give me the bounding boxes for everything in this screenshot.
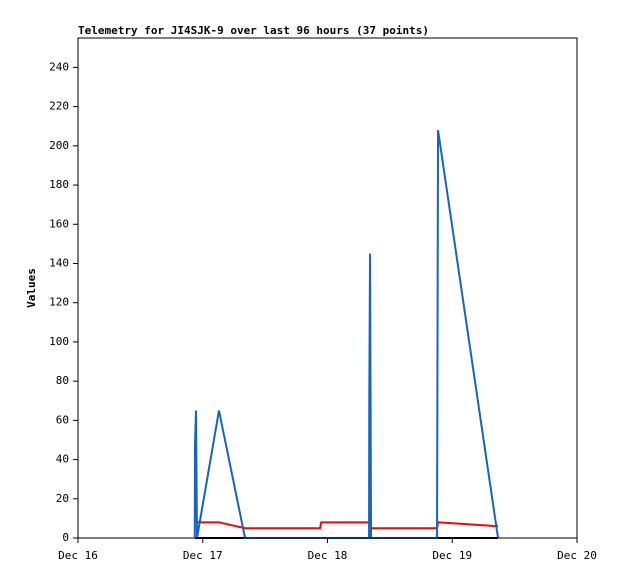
x-tick-label: Dec 19 (432, 549, 472, 562)
x-tick-label: Dec 20 (557, 549, 597, 562)
y-tick-label: 20 (56, 492, 69, 505)
x-tick-label: Dec 16 (58, 549, 98, 562)
y-tick-label: 140 (49, 256, 69, 269)
y-tick-label: 100 (49, 335, 69, 348)
y-tick-label: 200 (49, 139, 69, 152)
y-tick-label: 60 (56, 413, 69, 426)
y-axis-label: Values (25, 268, 38, 308)
y-tick-label: 240 (49, 60, 69, 73)
x-tick-label: Dec 17 (183, 549, 223, 562)
y-tick-label: 180 (49, 178, 69, 191)
y-tick-label: 80 (56, 374, 69, 387)
y-tick-label: 160 (49, 217, 69, 230)
y-tick-label: 0 (62, 531, 69, 544)
y-tick-label: 220 (49, 100, 69, 113)
y-tick-label: 120 (49, 296, 69, 309)
x-tick-label: Dec 18 (308, 549, 348, 562)
plot-frame (77, 37, 578, 539)
chart-title: Telemetry for JI4SJK-9 over last 96 hour… (78, 24, 429, 37)
y-tick-label: 40 (56, 453, 69, 466)
